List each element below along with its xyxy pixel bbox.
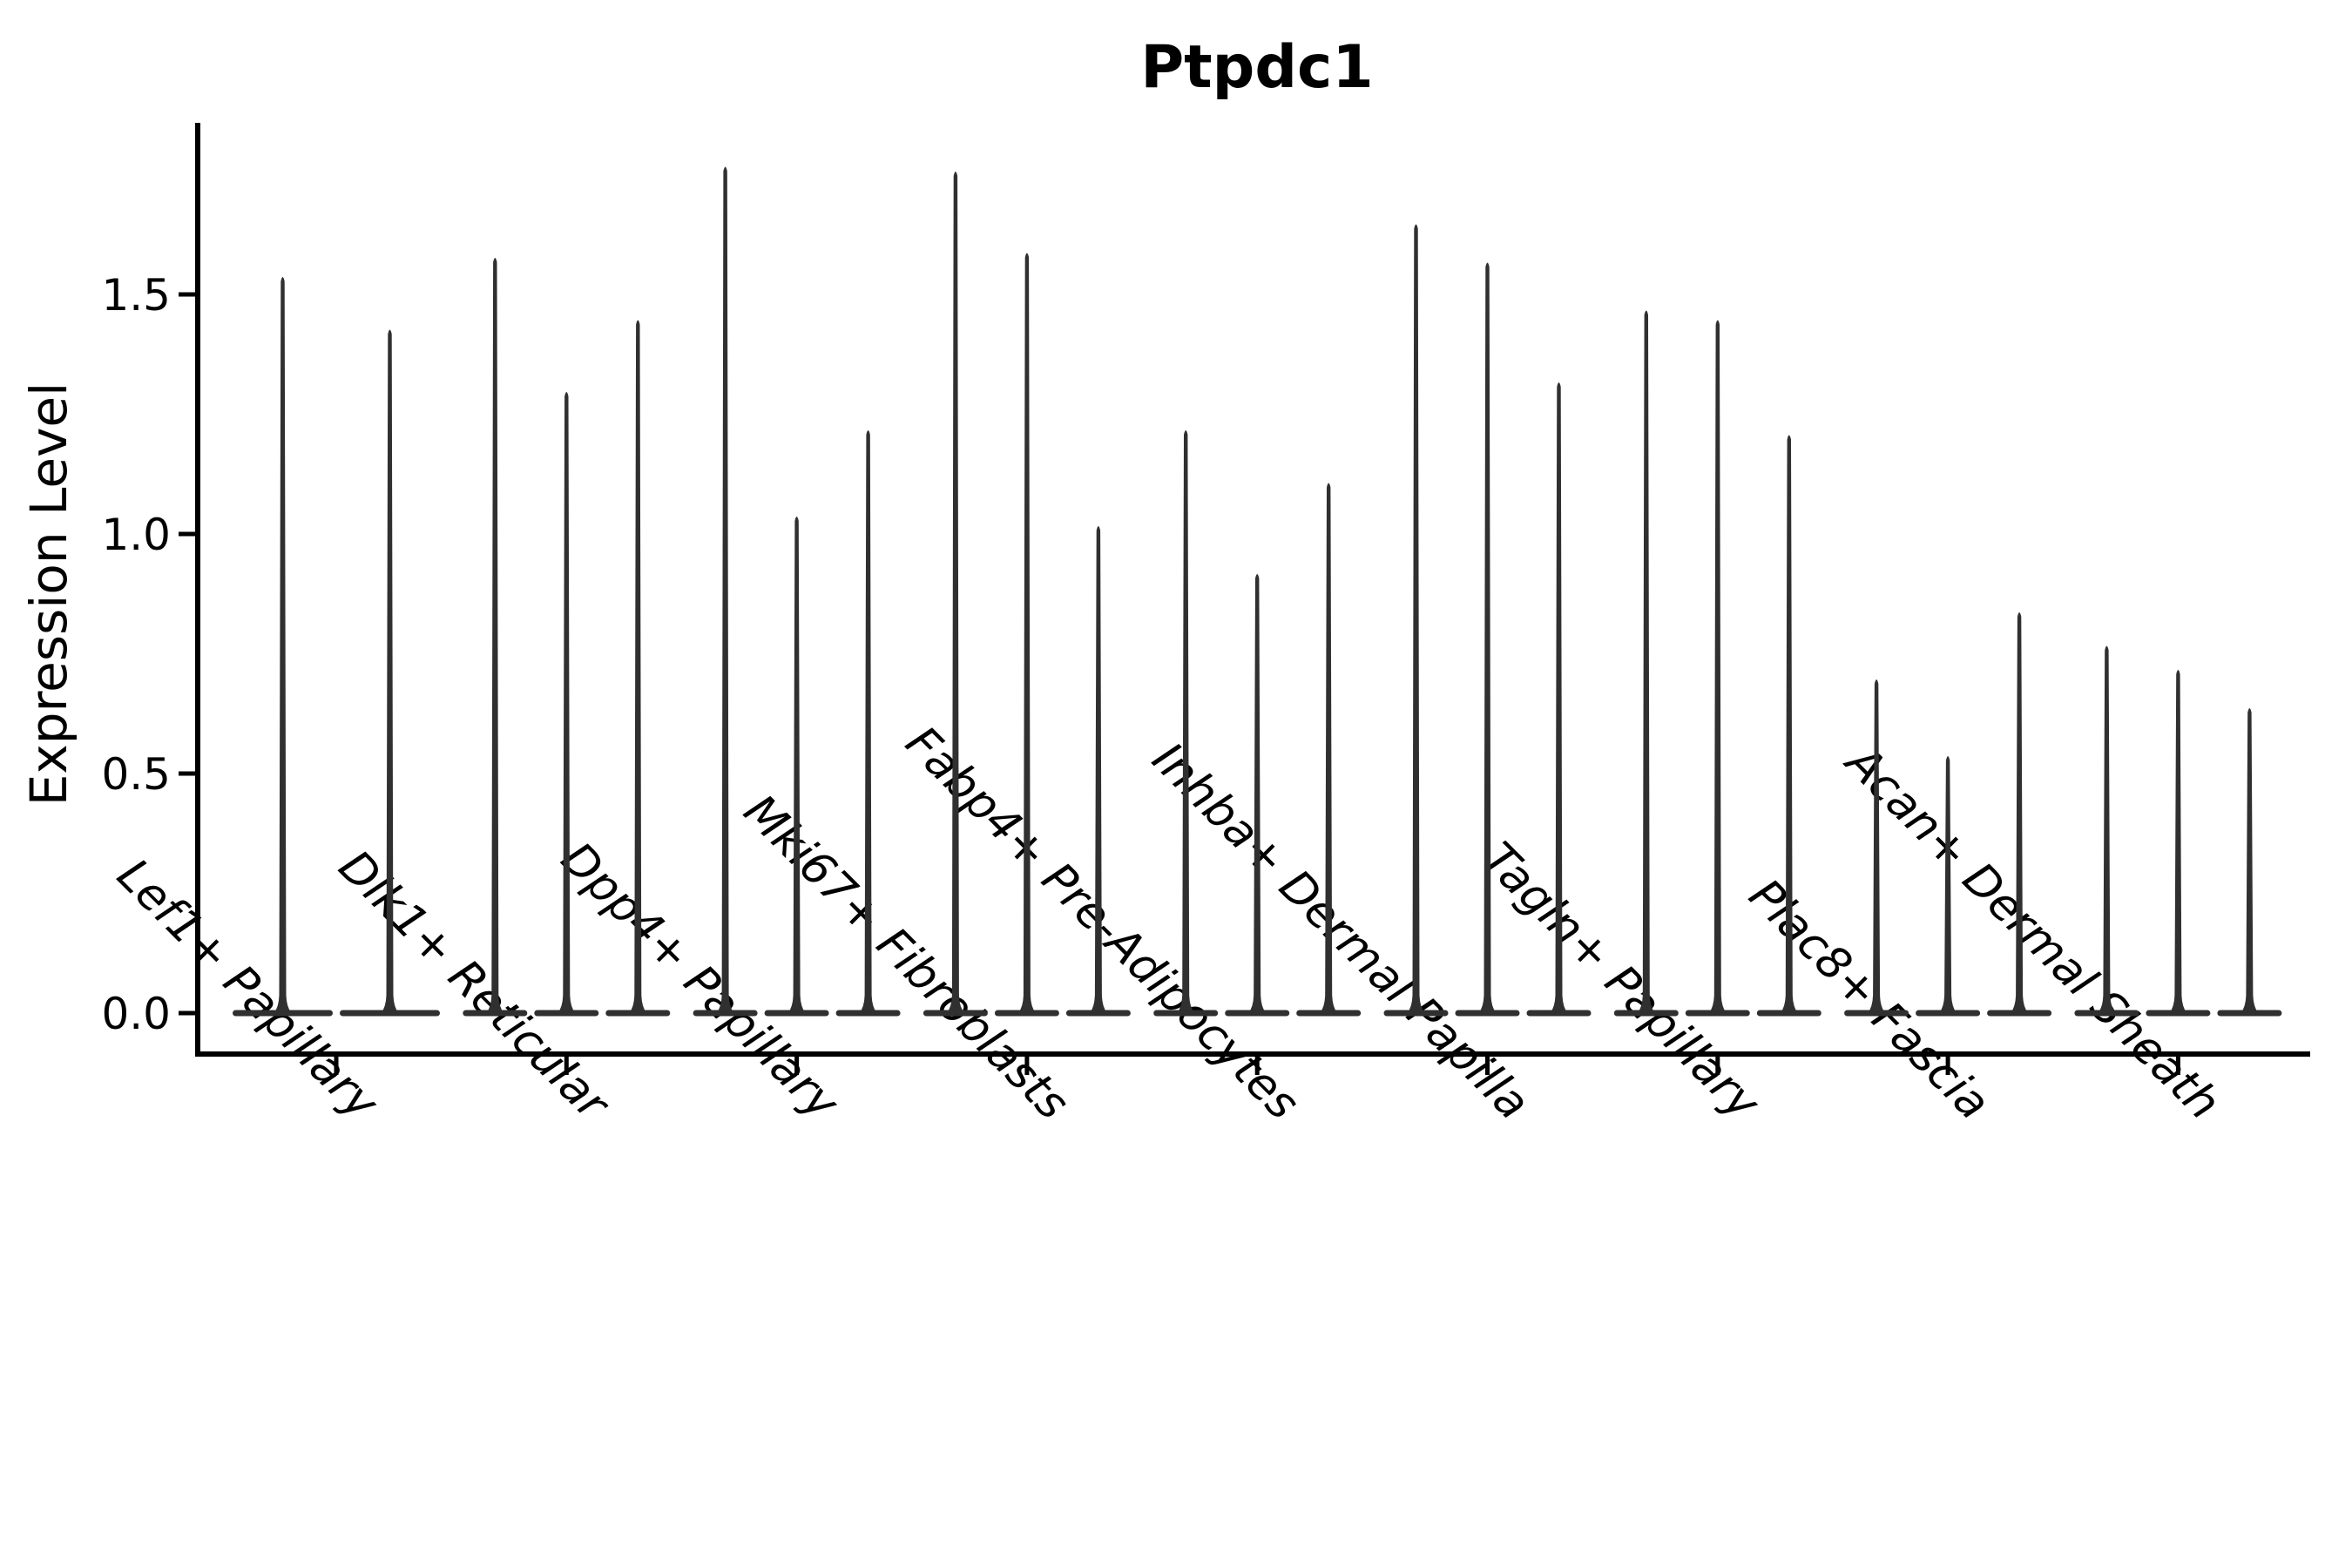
violin-spike: [1017, 253, 1036, 1013]
x-tick-label: Plac8+ Fascia: [1739, 869, 1999, 1130]
violin-spike: [1637, 310, 1655, 1013]
violin-spike: [1320, 483, 1338, 1013]
violin-spike: [1248, 574, 1267, 1013]
violin-spike: [558, 392, 576, 1013]
y-tick-label: 1.5: [101, 270, 171, 321]
violin-spike: [1550, 382, 1568, 1013]
violin-spike: [629, 320, 647, 1013]
y-axis-ticks: 0.0 0.5 1.0 1.5: [101, 270, 195, 1039]
x-tick-label: Inhba+ Dermal Papilla: [1142, 733, 1539, 1130]
violin-spike: [1708, 320, 1727, 1013]
violin-spike: [1177, 430, 1195, 1013]
x-tick-label: Acan+ Dermal Sheath: [1835, 734, 2230, 1130]
violin-spike: [859, 430, 877, 1013]
y-tick-label: 1.0: [101, 510, 171, 560]
violin-spike: [2169, 670, 2187, 1013]
violin-spike: [1089, 526, 1107, 1013]
violin-spike: [1407, 224, 1425, 1013]
violin-spike: [1780, 435, 1798, 1013]
violin-spike: [716, 166, 734, 1013]
violin-spike: [2011, 612, 2029, 1013]
violin-spike: [486, 258, 504, 1013]
violin-spike: [381, 329, 399, 1013]
violin-spike: [946, 172, 964, 1013]
violins-layer: [233, 166, 2282, 1017]
violin-spike: [1939, 756, 1957, 1013]
y-tick-label: 0.0: [101, 989, 171, 1039]
violin-spike: [2240, 708, 2259, 1013]
violin-spike: [1868, 679, 1886, 1013]
violin-spike: [274, 277, 292, 1013]
violin-spike: [787, 517, 806, 1013]
violin-spike: [2098, 645, 2116, 1013]
y-axis-label: Expression Level: [19, 382, 78, 806]
chart-title: Ptpdc1: [1140, 33, 1373, 102]
violin-spike: [1478, 262, 1497, 1013]
y-tick-label: 0.5: [101, 749, 171, 800]
